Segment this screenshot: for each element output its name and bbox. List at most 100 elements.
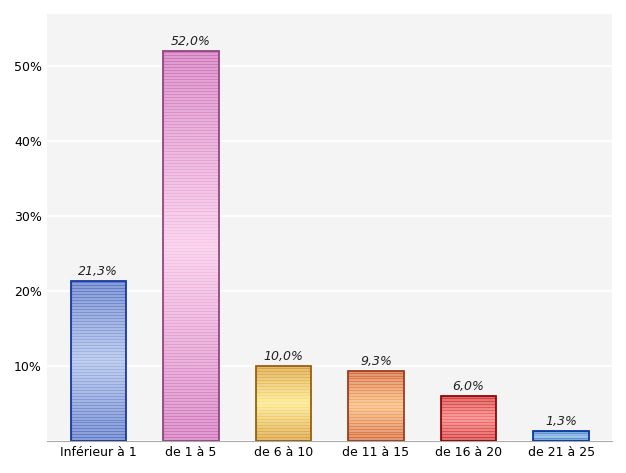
Bar bbox=[163, 363, 218, 364]
Bar bbox=[71, 306, 126, 307]
Bar bbox=[256, 439, 311, 440]
Bar bbox=[256, 371, 311, 372]
Bar bbox=[348, 378, 404, 379]
Bar bbox=[163, 385, 218, 386]
Bar bbox=[163, 282, 218, 283]
Bar bbox=[256, 397, 311, 398]
Bar bbox=[163, 283, 218, 284]
Bar bbox=[71, 374, 126, 375]
Bar bbox=[163, 400, 218, 401]
Bar bbox=[348, 403, 404, 404]
Bar bbox=[348, 392, 404, 393]
Bar bbox=[163, 255, 218, 256]
Bar bbox=[163, 67, 218, 68]
Bar bbox=[163, 114, 218, 115]
Bar bbox=[71, 430, 126, 431]
Bar bbox=[441, 428, 496, 429]
Bar bbox=[163, 175, 218, 176]
Bar bbox=[163, 191, 218, 192]
Bar bbox=[71, 336, 126, 337]
Bar bbox=[256, 392, 311, 393]
Bar bbox=[348, 433, 404, 434]
Bar bbox=[163, 128, 218, 129]
Bar bbox=[71, 409, 126, 410]
Bar bbox=[533, 439, 589, 440]
Bar bbox=[71, 329, 126, 330]
Bar bbox=[163, 256, 218, 257]
Bar bbox=[163, 204, 218, 205]
Bar bbox=[163, 100, 218, 101]
Bar bbox=[163, 245, 218, 246]
Bar bbox=[71, 290, 126, 291]
Bar bbox=[163, 259, 218, 260]
Bar bbox=[163, 65, 218, 66]
Bar bbox=[348, 397, 404, 398]
Bar bbox=[163, 262, 218, 263]
Bar bbox=[71, 420, 126, 421]
Bar bbox=[163, 164, 218, 165]
Bar bbox=[256, 368, 311, 369]
Bar bbox=[256, 429, 311, 430]
Bar bbox=[163, 94, 218, 95]
Bar bbox=[163, 146, 218, 147]
Bar bbox=[163, 227, 218, 228]
Bar bbox=[163, 311, 218, 312]
Bar bbox=[71, 308, 126, 309]
Bar bbox=[163, 222, 218, 223]
Bar bbox=[71, 341, 126, 342]
Bar bbox=[163, 337, 218, 338]
Bar bbox=[71, 427, 126, 429]
Bar bbox=[71, 421, 126, 422]
Bar bbox=[163, 215, 218, 216]
Bar bbox=[256, 407, 311, 408]
Bar bbox=[348, 384, 404, 385]
Bar bbox=[163, 301, 218, 302]
Bar bbox=[163, 202, 218, 203]
Bar bbox=[348, 426, 404, 428]
Bar bbox=[163, 105, 218, 106]
Bar bbox=[163, 97, 218, 98]
Bar bbox=[163, 355, 218, 356]
Bar bbox=[256, 415, 311, 416]
Bar bbox=[163, 439, 218, 440]
Bar bbox=[256, 413, 311, 414]
Bar bbox=[163, 279, 218, 280]
Bar bbox=[71, 351, 126, 352]
Bar bbox=[71, 282, 126, 283]
Bar bbox=[163, 228, 218, 229]
Bar bbox=[163, 365, 218, 366]
Bar bbox=[163, 335, 218, 336]
Bar bbox=[163, 334, 218, 335]
Bar bbox=[256, 435, 311, 436]
Bar bbox=[163, 134, 218, 136]
Text: 6,0%: 6,0% bbox=[453, 380, 485, 393]
Bar bbox=[163, 190, 218, 191]
Bar bbox=[163, 397, 218, 398]
Bar bbox=[71, 422, 126, 423]
Bar bbox=[71, 432, 126, 433]
Bar bbox=[163, 154, 218, 155]
Bar bbox=[163, 373, 218, 374]
Bar bbox=[256, 422, 311, 423]
Bar bbox=[163, 430, 218, 431]
Bar bbox=[163, 421, 218, 422]
Bar bbox=[71, 434, 126, 435]
Bar bbox=[163, 197, 218, 198]
Bar bbox=[441, 415, 496, 416]
Bar bbox=[163, 110, 218, 111]
Bar bbox=[71, 357, 126, 358]
Bar bbox=[163, 271, 218, 272]
Bar bbox=[256, 383, 311, 384]
Bar bbox=[163, 165, 218, 166]
Bar bbox=[256, 420, 311, 421]
Bar bbox=[163, 116, 218, 117]
Bar bbox=[163, 193, 218, 194]
Bar bbox=[163, 402, 218, 403]
Bar bbox=[71, 325, 126, 326]
Bar bbox=[256, 374, 311, 375]
Bar bbox=[71, 395, 126, 396]
Bar bbox=[163, 73, 218, 74]
Bar bbox=[348, 380, 404, 381]
Bar bbox=[163, 51, 218, 52]
Bar bbox=[71, 436, 126, 437]
